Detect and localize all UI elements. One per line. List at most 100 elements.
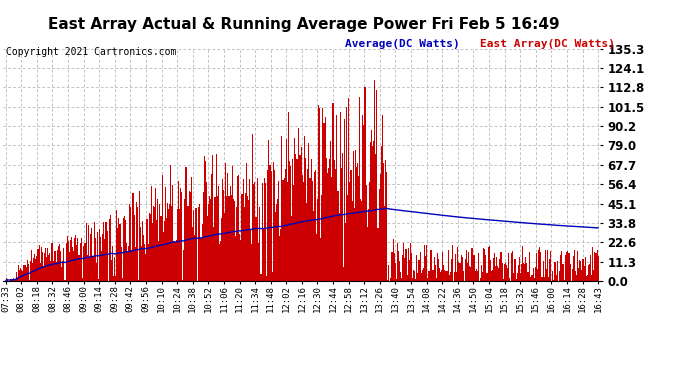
Bar	[312, 182, 313, 281]
Bar	[133, 215, 135, 281]
Bar	[584, 257, 586, 281]
Bar	[417, 273, 418, 281]
Bar	[375, 154, 376, 281]
Bar	[75, 235, 77, 281]
Bar	[152, 223, 153, 281]
Bar	[255, 217, 257, 281]
Bar	[339, 112, 341, 281]
Bar	[319, 108, 320, 281]
Bar	[353, 151, 354, 281]
Bar	[250, 229, 251, 281]
Bar	[268, 141, 270, 281]
Bar	[349, 182, 351, 281]
Bar	[204, 156, 205, 281]
Bar	[468, 252, 469, 281]
Bar	[440, 272, 441, 281]
Bar	[411, 253, 412, 281]
Bar	[132, 193, 133, 281]
Bar	[437, 254, 438, 281]
Bar	[383, 164, 384, 281]
Bar	[121, 278, 123, 281]
Bar	[66, 243, 67, 281]
Bar	[56, 262, 57, 281]
Bar	[590, 255, 591, 281]
Bar	[44, 254, 45, 281]
Bar	[384, 206, 385, 281]
Bar	[529, 252, 530, 281]
Bar	[234, 201, 235, 281]
Bar	[156, 220, 157, 281]
Bar	[290, 166, 291, 281]
Bar	[146, 219, 148, 281]
Bar	[423, 268, 424, 281]
Bar	[62, 261, 63, 281]
Bar	[489, 246, 490, 281]
Bar	[450, 272, 451, 281]
Bar	[241, 194, 242, 281]
Bar	[370, 142, 371, 281]
Bar	[97, 232, 98, 281]
Bar	[565, 255, 566, 281]
Bar	[259, 274, 261, 281]
Bar	[153, 206, 154, 281]
Bar	[351, 201, 353, 281]
Bar	[564, 280, 565, 281]
Bar	[372, 146, 373, 281]
Bar	[316, 234, 317, 281]
Bar	[284, 170, 286, 281]
Bar	[23, 266, 25, 281]
Bar	[148, 213, 150, 281]
Bar	[553, 280, 555, 281]
Bar	[159, 204, 161, 281]
Bar	[566, 252, 567, 281]
Bar	[518, 265, 519, 281]
Bar	[144, 244, 146, 281]
Bar	[18, 265, 19, 281]
Bar	[280, 229, 282, 281]
Bar	[30, 261, 31, 281]
Bar	[412, 278, 413, 281]
Bar	[507, 268, 508, 281]
Bar	[110, 215, 111, 281]
Bar	[348, 98, 349, 281]
Bar	[201, 224, 203, 281]
Bar	[115, 276, 116, 281]
Bar	[315, 170, 316, 281]
Bar	[177, 209, 178, 281]
Bar	[467, 263, 468, 281]
Bar	[371, 130, 372, 281]
Bar	[346, 107, 347, 281]
Bar	[170, 165, 171, 281]
Bar	[500, 252, 502, 281]
Bar	[58, 246, 59, 281]
Bar	[235, 236, 236, 281]
Bar	[331, 177, 332, 281]
Bar	[515, 279, 517, 281]
Bar	[307, 169, 308, 281]
Bar	[164, 221, 165, 281]
Bar	[593, 270, 594, 281]
Bar	[523, 263, 524, 281]
Bar	[166, 218, 167, 281]
Bar	[150, 214, 151, 281]
Bar	[488, 248, 489, 281]
Bar	[277, 199, 278, 281]
Bar	[388, 265, 389, 281]
Bar	[475, 269, 477, 281]
Bar	[193, 210, 194, 281]
Bar	[45, 248, 46, 281]
Bar	[68, 241, 69, 281]
Bar	[140, 227, 141, 281]
Bar	[41, 247, 42, 281]
Bar	[292, 159, 293, 281]
Bar	[167, 203, 168, 281]
Bar	[332, 104, 333, 281]
Bar	[169, 204, 170, 281]
Bar	[92, 256, 94, 281]
Bar	[496, 257, 497, 281]
Bar	[25, 265, 26, 281]
Bar	[589, 264, 590, 281]
Bar	[213, 227, 215, 281]
Bar	[265, 183, 266, 281]
Bar	[91, 228, 92, 281]
